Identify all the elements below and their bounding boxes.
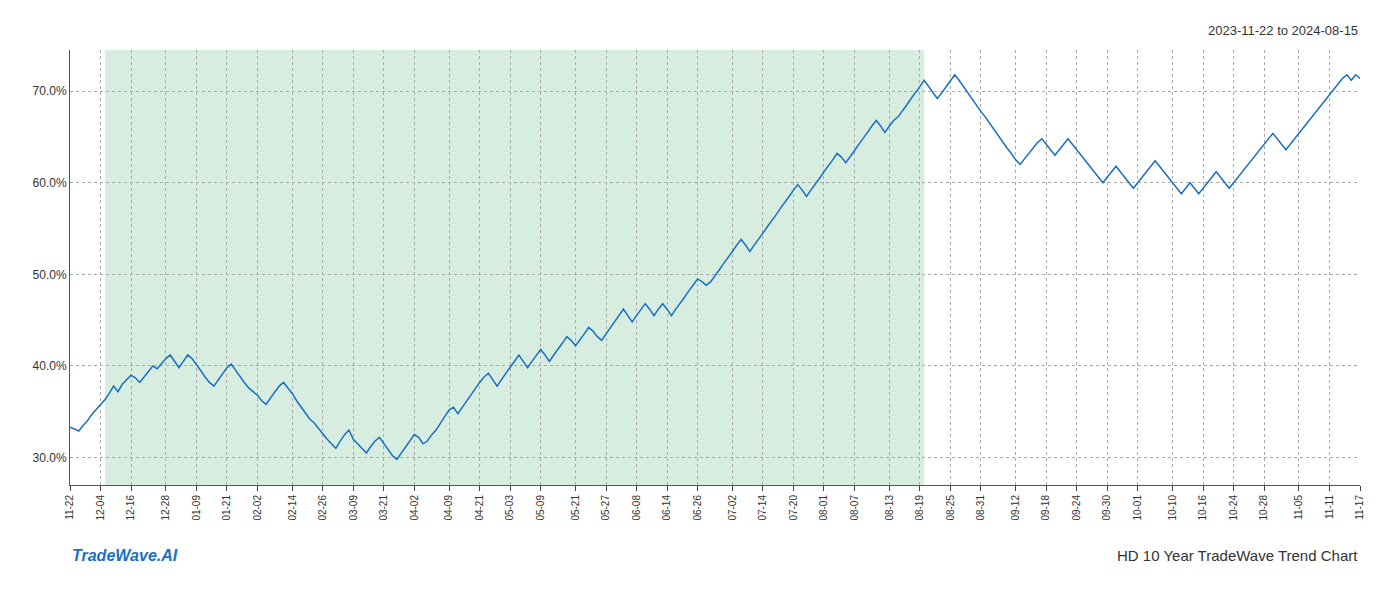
svg-text:05-09: 05-09 [535,495,546,521]
svg-text:04-02: 04-02 [409,495,420,521]
svg-text:03-09: 03-09 [348,495,359,521]
svg-text:02-02: 02-02 [252,495,263,521]
svg-text:TradeWave.AI: TradeWave.AI [72,547,178,564]
svg-text:06-14: 06-14 [661,495,672,521]
svg-text:HD 10 Year TradeWave Trend Cha: HD 10 Year TradeWave Trend Chart [1117,547,1358,564]
svg-text:05-27: 05-27 [600,495,611,521]
svg-text:70.0%: 70.0% [33,84,67,98]
svg-text:10-16: 10-16 [1197,495,1208,521]
svg-text:11-22: 11-22 [64,495,75,520]
svg-text:08-31: 08-31 [975,495,986,521]
svg-text:06-08: 06-08 [631,495,642,521]
svg-text:30.0%: 30.0% [33,451,67,465]
svg-text:04-21: 04-21 [474,495,485,521]
svg-text:09-12: 09-12 [1010,495,1021,521]
svg-text:05-21: 05-21 [570,495,581,521]
svg-text:11-11: 11-11 [1324,495,1335,520]
svg-text:10-28: 10-28 [1258,495,1269,521]
svg-text:08-19: 08-19 [914,495,925,521]
svg-text:07-20: 07-20 [788,495,799,521]
svg-text:04-09: 04-09 [443,495,454,521]
svg-text:07-14: 07-14 [757,495,768,521]
svg-text:02-26: 02-26 [317,495,328,521]
svg-text:08-25: 08-25 [945,495,956,521]
svg-text:10-24: 10-24 [1228,495,1239,521]
svg-text:2023-11-22 to 2024-08-15: 2023-11-22 to 2024-08-15 [1208,23,1358,38]
svg-text:09-30: 09-30 [1101,495,1112,521]
svg-text:50.0%: 50.0% [33,268,67,282]
svg-text:09-18: 09-18 [1040,495,1051,521]
svg-text:11-05: 11-05 [1293,495,1304,520]
svg-text:02-14: 02-14 [287,495,298,521]
svg-text:01-21: 01-21 [221,495,232,521]
svg-text:11-17: 11-17 [1354,495,1365,520]
svg-text:01-09: 01-09 [191,495,202,521]
svg-text:05-03: 05-03 [504,495,515,521]
svg-text:06-26: 06-26 [692,495,703,521]
svg-text:12-04: 12-04 [95,495,106,521]
svg-text:10-01: 10-01 [1132,495,1143,521]
svg-text:60.0%: 60.0% [33,176,67,190]
svg-text:07-02: 07-02 [727,495,738,521]
svg-text:08-07: 08-07 [849,495,860,521]
svg-text:03-21: 03-21 [378,495,389,521]
svg-text:40.0%: 40.0% [33,359,67,373]
svg-text:12-16: 12-16 [125,495,136,521]
svg-text:12-28: 12-28 [160,495,171,521]
svg-text:08-01: 08-01 [818,495,829,521]
svg-text:08-13: 08-13 [884,495,895,521]
svg-text:10-10: 10-10 [1167,495,1178,521]
svg-text:09-24: 09-24 [1071,495,1082,521]
